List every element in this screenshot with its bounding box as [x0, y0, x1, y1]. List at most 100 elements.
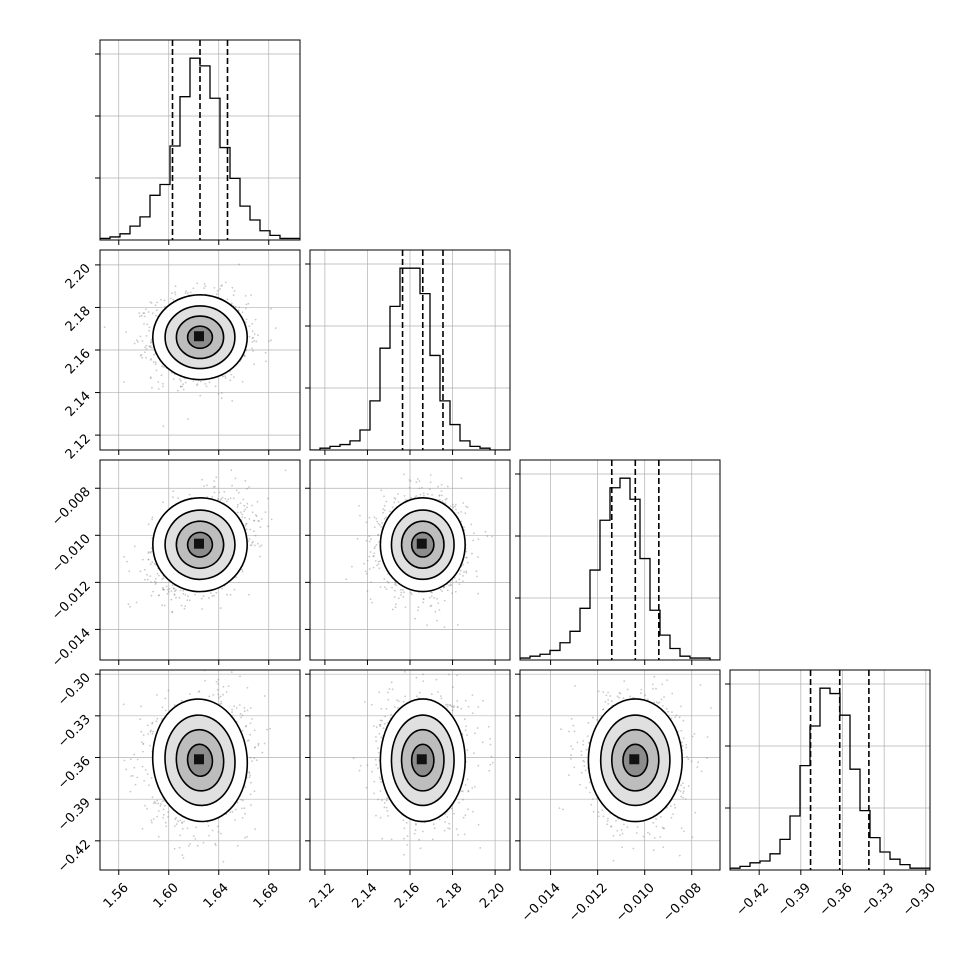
scatter-point	[443, 599, 446, 602]
panel-frame	[99, 459, 301, 661]
scatter-point	[130, 775, 133, 777]
scatter-point	[162, 817, 165, 819]
scatter-point	[246, 740, 249, 742]
scatter-point	[462, 563, 465, 566]
scatter-point	[146, 807, 148, 810]
scatter-point	[253, 333, 256, 335]
scatter-point	[232, 497, 235, 500]
scatter-point	[374, 545, 376, 548]
scatter-point	[247, 302, 250, 305]
scatter-point	[174, 293, 177, 296]
scatter-point	[174, 285, 177, 288]
scatter-point	[245, 528, 248, 531]
scatter-point	[397, 493, 399, 495]
scatter-point	[446, 589, 449, 592]
scatter-point	[224, 281, 227, 284]
scatter-point	[384, 586, 386, 589]
scatter-point	[157, 381, 160, 383]
scatter-point	[373, 552, 376, 555]
panel-3-0: 1.56 1.60 1.64 1.68−0.42−0.39−0.36−0.33−0.3…	[55, 669, 301, 912]
scatter-point	[284, 469, 287, 472]
scatter-point	[441, 500, 444, 503]
y-tick-label: −0.012	[49, 579, 94, 624]
scatter-point	[219, 499, 222, 502]
scatter-point	[143, 351, 146, 354]
scatter-point	[180, 385, 182, 388]
scatter-point	[387, 581, 390, 584]
scatter-point	[254, 318, 257, 321]
scatter-point	[438, 609, 441, 611]
scatter-point	[245, 303, 248, 306]
scatter-point	[229, 811, 232, 814]
scatter-point	[248, 538, 251, 540]
scatter-point	[409, 591, 412, 594]
scatter-point	[208, 834, 211, 837]
scatter-point	[462, 580, 464, 583]
scatter-point	[123, 555, 126, 558]
scatter-point	[391, 506, 394, 509]
scatter-point	[383, 504, 386, 507]
scatter-point	[189, 843, 192, 845]
scatter-point	[146, 323, 149, 326]
scatter-point	[260, 544, 263, 547]
scatter-point	[133, 342, 136, 345]
scatter-point	[429, 605, 432, 607]
scatter-point	[162, 586, 164, 589]
scatter-point	[151, 722, 154, 725]
scatter-point	[233, 290, 236, 292]
panel-1-1	[305, 249, 511, 455]
scatter-point	[225, 500, 228, 503]
scatter-point	[147, 551, 150, 553]
scatter-point	[372, 566, 375, 569]
scatter-point	[129, 790, 132, 793]
scatter-point	[438, 499, 441, 501]
scatter-point	[393, 596, 396, 598]
scatter-point	[238, 263, 240, 266]
scatter-point	[139, 354, 142, 357]
scatter-point	[214, 842, 217, 845]
scatter-point	[400, 588, 402, 591]
scatter-point	[138, 312, 141, 314]
scatter-point	[393, 497, 396, 499]
scatter-point	[251, 330, 254, 333]
scatter-point	[274, 327, 277, 329]
scatter-point	[150, 347, 153, 349]
scatter-point	[150, 341, 152, 344]
scatter-point	[368, 540, 371, 543]
scatter-point	[188, 493, 191, 496]
scatter-point	[466, 506, 469, 509]
scatter-point	[452, 506, 455, 509]
scatter-point	[385, 500, 388, 503]
scatter-point	[175, 589, 177, 592]
scatter-point	[254, 514, 257, 516]
scatter-point	[259, 526, 262, 528]
scatter-point	[236, 844, 239, 847]
scatter-point	[251, 504, 253, 507]
scatter-point	[252, 350, 255, 352]
scatter-point	[174, 590, 176, 593]
scatter-point	[244, 355, 246, 358]
scatter-point	[391, 608, 394, 611]
scatter-point	[249, 707, 252, 709]
scatter-point	[136, 758, 139, 761]
scatter-point	[370, 581, 373, 583]
scatter-point	[248, 518, 251, 520]
scatter-point	[242, 498, 245, 501]
scatter-point	[184, 381, 187, 384]
y-tick-label: 2.16	[63, 346, 94, 377]
scatter-point	[374, 560, 377, 562]
scatter-point	[163, 589, 166, 591]
scatter-point	[154, 578, 157, 580]
scatter-point	[149, 345, 152, 347]
scatter-point	[184, 292, 187, 295]
scatter-point	[436, 597, 438, 600]
scatter-point	[253, 530, 255, 533]
scatter-point	[247, 540, 250, 543]
scatter-point	[187, 595, 189, 597]
scatter-point	[265, 360, 267, 363]
scatter-point	[145, 348, 148, 350]
scatter-point	[246, 835, 249, 838]
scatter-point	[217, 392, 220, 395]
scatter-point	[172, 378, 175, 380]
scatter-point	[203, 283, 206, 285]
